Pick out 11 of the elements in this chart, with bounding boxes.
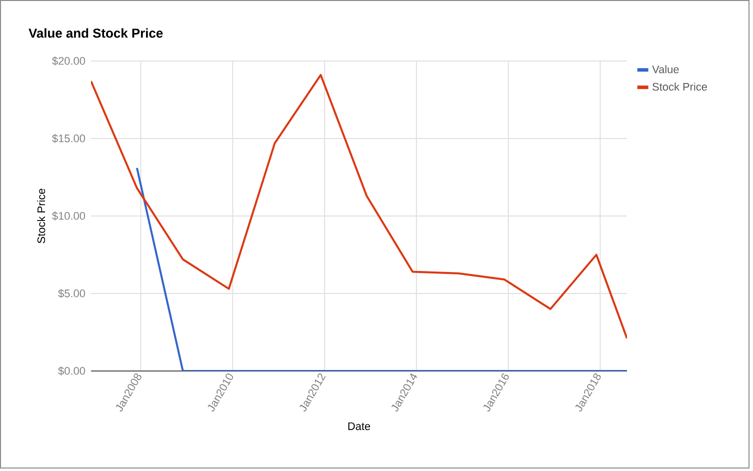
y-tick-label: $20.00 [52, 56, 86, 66]
y-tick-label: $10.00 [52, 212, 86, 220]
x-axis-title: Date [348, 422, 370, 430]
legend-label: Stock Price [652, 82, 707, 91]
chart-title: Value and Stock Price [28, 28, 163, 38]
y-tick-label: $0.00 [58, 366, 86, 376]
y-axis-title: Stock Price [37, 188, 46, 244]
y-tick-label: $15.00 [52, 134, 86, 143]
y-tick-label: $5.00 [58, 289, 86, 298]
legend-label: Value [652, 65, 679, 74]
line-series [91, 74, 628, 340]
